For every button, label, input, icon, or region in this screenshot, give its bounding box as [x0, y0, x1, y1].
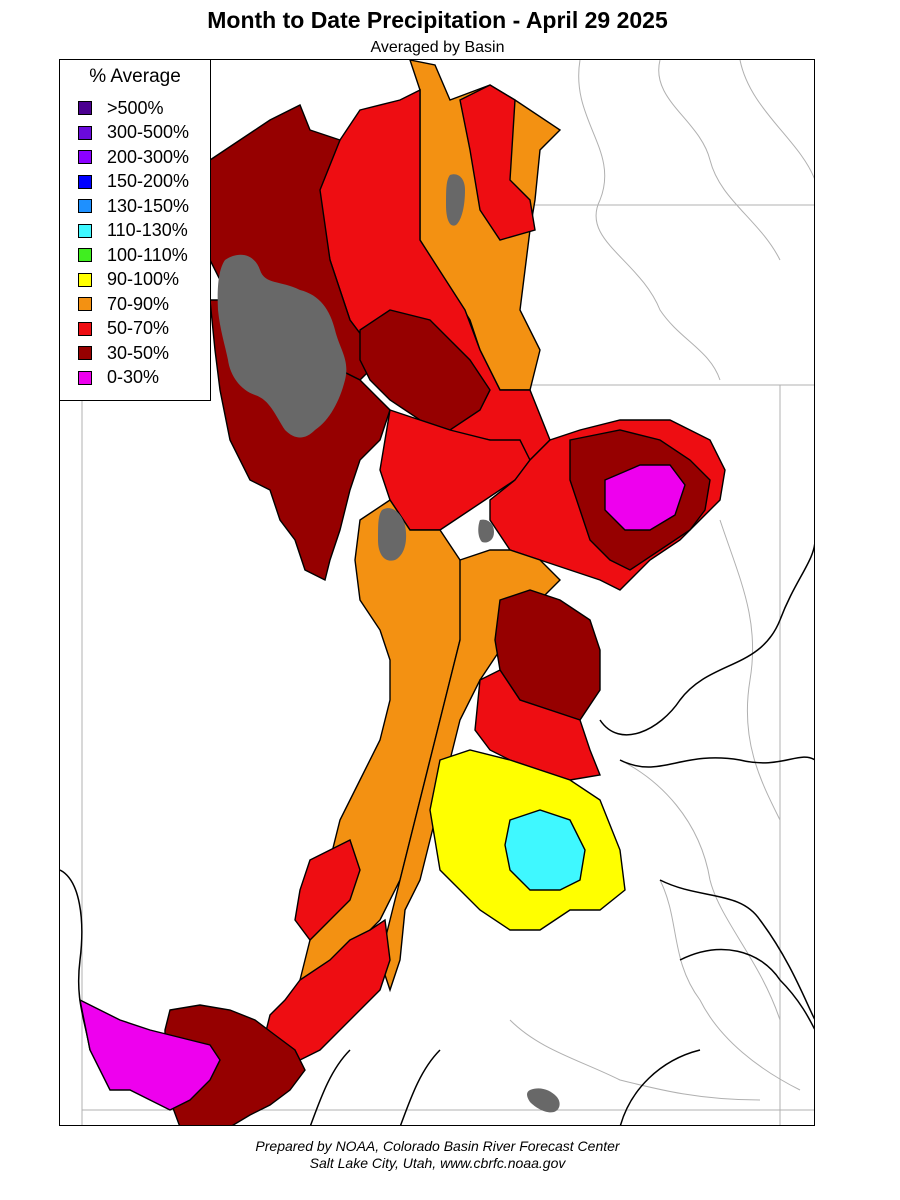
legend-label: >500% — [107, 97, 164, 118]
basin-map-svg — [60, 60, 814, 1125]
legend-swatch — [78, 346, 92, 360]
legend-swatch — [78, 174, 92, 189]
lake-powell-arm — [478, 519, 494, 543]
legend-label: 30-50% — [107, 342, 170, 363]
legend-swatch — [78, 297, 92, 311]
basin-sevier-red-strip — [294, 839, 361, 942]
legend-item: >500% — [78, 98, 164, 118]
legend-swatch — [78, 125, 92, 140]
legend-swatch — [78, 101, 92, 115]
legend: % Average >500% 300-500% 200-300% 150-200% 1… — [59, 59, 211, 401]
utah-lake — [378, 508, 407, 561]
legend-item: 0-30% — [78, 367, 160, 388]
legend-title: % Average — [89, 66, 181, 87]
bear-lake — [446, 174, 465, 226]
basin-weber-ogden — [359, 309, 491, 431]
sevier-lake — [527, 1088, 560, 1113]
legend-item: 100-110% — [78, 245, 188, 265]
basin-paria-upper — [504, 809, 586, 891]
legend-item: 130-150% — [78, 196, 189, 216]
precipitation-map — [59, 59, 815, 1126]
legend-label: 200-300% — [107, 146, 190, 167]
legend-label: 0-30% — [107, 367, 160, 387]
legend-swatch — [78, 272, 92, 287]
map-title: Month to Date Precipitation - April 29 2… — [207, 7, 668, 33]
legend-item: 70-90% — [78, 294, 169, 314]
legend-item: 90-100% — [78, 269, 180, 290]
legend-label: 110-130% — [107, 220, 188, 240]
basin-provo-jordan — [379, 409, 531, 531]
legend-label: 70-90% — [107, 293, 170, 314]
basin-dirty-devil — [494, 589, 601, 721]
great-salt-lake — [217, 254, 347, 438]
footer-location: Salt Lake City, Utah, www.cbrfc.noaa.gov — [309, 1155, 566, 1171]
legend-swatch — [78, 199, 92, 213]
basin-virgin-upper — [264, 918, 391, 1061]
legend-item: 50-70% — [78, 318, 170, 339]
basins — [79, 60, 726, 1125]
no-data-areas — [217, 174, 560, 1113]
basin-upper-green-north — [459, 84, 536, 241]
map-subtitle: Averaged by Basin — [370, 39, 505, 56]
legend-swatch — [78, 223, 92, 238]
legend-label: 90-100% — [107, 269, 180, 289]
legend-swatch — [78, 321, 92, 336]
legend-swatch — [78, 370, 92, 385]
basin-yampa-lower — [604, 464, 686, 531]
legend-item: 110-130% — [78, 220, 188, 241]
legend-swatch — [78, 248, 92, 262]
basin-virgin-lower — [79, 998, 221, 1111]
legend-label: 50-70% — [107, 318, 170, 338]
legend-item: 150-200% — [78, 171, 190, 192]
legend-label: 100-110% — [107, 244, 188, 265]
legend-swatch — [78, 150, 92, 164]
footer-credit: Prepared by NOAA, Colorado Basin River F… — [255, 1138, 620, 1154]
legend-label: 150-200% — [107, 171, 190, 191]
legend-item: 30-50% — [78, 343, 169, 363]
legend-label: 130-150% — [107, 195, 190, 216]
basin-san-rafael-red — [474, 669, 601, 781]
legend-item: 200-300% — [78, 147, 189, 167]
legend-item: 300-500% — [78, 122, 190, 143]
legend-label: 300-500% — [107, 122, 190, 142]
